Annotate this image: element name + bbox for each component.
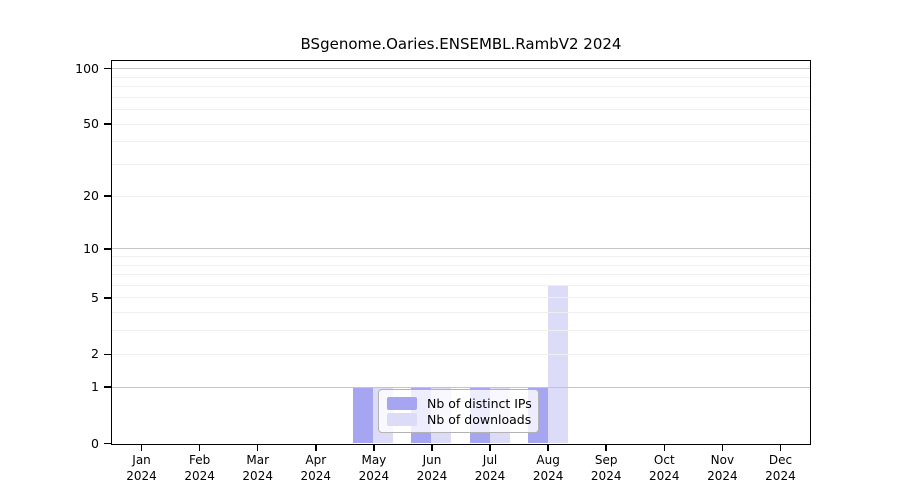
- x-tick-label: Apr 2024: [300, 453, 332, 483]
- gridline-major: [112, 248, 810, 250]
- gridline-major: [112, 68, 810, 70]
- gridline-major: [112, 386, 810, 388]
- bar-downloads-aug: [547, 284, 568, 443]
- x-tick-label: Oct 2024: [649, 453, 680, 483]
- x-tick-label: Sep 2024: [590, 453, 622, 483]
- x-tick-label: Feb 2024: [184, 453, 215, 483]
- gridline-minor: [112, 353, 810, 355]
- x-tick: [256, 445, 259, 451]
- gridline-minor: [112, 256, 810, 257]
- x-tick: [431, 445, 433, 451]
- x-tick-label: Aug 2024: [532, 453, 564, 483]
- plot-area: Nb of distinct IPs Nb of downloads: [111, 60, 811, 445]
- x-tick: [489, 445, 491, 451]
- x-tick: [140, 445, 143, 451]
- x-tick-label: Mar 2024: [242, 453, 273, 483]
- gridline-minor: [112, 312, 810, 314]
- gridline-minor: [112, 76, 810, 78]
- gridline-minor: [112, 330, 810, 332]
- x-tick: [373, 445, 375, 451]
- gridline-minor: [112, 123, 810, 125]
- gridline-minor: [112, 96, 810, 98]
- x-tick: [198, 445, 201, 451]
- x-tick-label: Jan 2024: [126, 453, 157, 483]
- y-tick: [104, 123, 111, 125]
- y-tick: [104, 195, 111, 197]
- y-tick-label: 1: [91, 379, 99, 395]
- y-tick: [104, 67, 111, 70]
- gridline-minor: [112, 284, 810, 286]
- legend-swatch-downloads: [387, 412, 417, 426]
- y-tick-label: 0: [91, 435, 99, 451]
- y-tick: [104, 248, 111, 250]
- y-tick-label: 5: [91, 289, 99, 305]
- y-tick-label: 100: [75, 60, 99, 76]
- legend-label-distinct-ips: Nb of distinct IPs: [427, 395, 532, 411]
- y-tick-label: 20: [83, 188, 99, 204]
- legend-entry-distinct-ips: Nb of distinct IPs: [387, 395, 532, 411]
- chart-title: BSgenome.Oaries.ENSEMBL.RambV2 2024: [300, 35, 622, 53]
- x-tick-label: Nov 2024: [707, 453, 738, 483]
- y-tick: [104, 386, 111, 388]
- x-tick: [721, 445, 724, 451]
- gridline-minor: [112, 141, 810, 143]
- gridline-minor: [112, 274, 810, 276]
- y-tick: [104, 353, 111, 356]
- gridline-minor: [112, 109, 810, 111]
- bar-distinct-ips-may: [353, 386, 374, 443]
- y-tick-label: 50: [83, 116, 99, 132]
- legend: Nb of distinct IPs Nb of downloads: [378, 389, 539, 433]
- y-tick-label: 10: [83, 240, 99, 256]
- y-tick: [104, 297, 111, 299]
- y-tick: [104, 442, 111, 445]
- x-tick: [605, 445, 607, 451]
- gridline-minor: [112, 164, 810, 166]
- x-tick: [547, 445, 549, 451]
- gridline-minor: [112, 297, 810, 299]
- x-tick-label: Jun 2024: [416, 453, 448, 483]
- gridline-minor: [112, 86, 810, 88]
- x-tick: [663, 445, 666, 451]
- legend-swatch-distinct-ips: [387, 396, 417, 410]
- x-tick-label: Jul 2024: [474, 453, 506, 483]
- x-tick-label: Dec 2024: [765, 453, 796, 483]
- x-tick-label: May 2024: [358, 453, 390, 483]
- legend-label-downloads: Nb of downloads: [427, 411, 532, 427]
- y-tick-label: 2: [91, 346, 99, 362]
- x-tick: [779, 445, 782, 451]
- gridline-minor: [112, 264, 810, 266]
- gridline-minor: [112, 195, 810, 197]
- x-tick: [315, 445, 317, 451]
- legend-entry-downloads: Nb of downloads: [387, 411, 532, 427]
